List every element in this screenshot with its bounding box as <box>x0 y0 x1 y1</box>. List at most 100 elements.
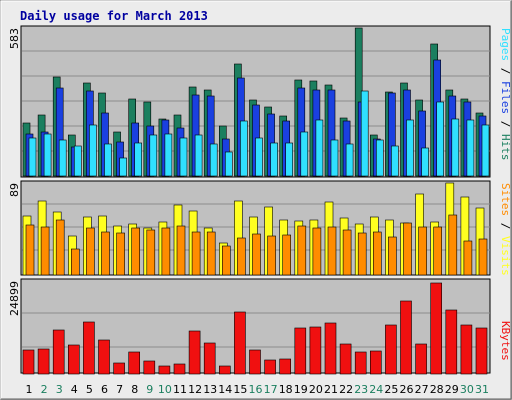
bar-pages-day-22 <box>345 143 354 177</box>
legend-part: Pages <box>499 28 512 61</box>
bar-kbytes-day-20 <box>309 326 322 375</box>
day-label-20: 20 <box>309 383 323 396</box>
bar-sites-day-6 <box>101 231 110 276</box>
legend-part: / <box>499 61 512 81</box>
day-label-22: 22 <box>339 383 353 396</box>
bar-kbytes-day-27 <box>415 343 427 375</box>
bar-sites-day-13 <box>206 231 216 276</box>
bar-kbytes-day-7 <box>113 362 125 375</box>
bar-sites-day-17 <box>267 235 276 276</box>
day-label-5: 5 <box>86 383 93 396</box>
bar-pages-day-8 <box>134 142 142 177</box>
bar-pages-day-31 <box>481 124 490 177</box>
bar-kbytes-day-6 <box>98 339 110 375</box>
bar-pages-day-13 <box>209 143 218 177</box>
day-label-12: 12 <box>188 383 202 396</box>
bar-sites-day-20 <box>312 227 322 276</box>
bar-kbytes-day-3 <box>52 329 65 375</box>
legend-part: Files <box>499 81 512 114</box>
bar-kbytes-day-16 <box>249 349 261 375</box>
day-label-7: 7 <box>116 383 123 396</box>
bar-kbytes-day-14 <box>219 365 231 375</box>
bar-pages-day-21 <box>330 139 339 177</box>
bar-pages-day-17 <box>270 142 278 177</box>
day-label-9: 9 <box>146 383 153 396</box>
bar-kbytes-day-17 <box>264 359 276 375</box>
bar-kbytes-day-8 <box>128 351 140 375</box>
day-label-10: 10 <box>158 383 172 396</box>
day-label-29: 29 <box>445 383 459 396</box>
day-labels: 1 2 3 4 5 6 7 8 9 10 11 12 13 14 15 16 17 18 19 20 21 22 23 24 2… <box>26 383 490 396</box>
bar-pages-day-14 <box>225 151 233 177</box>
day-label-28: 28 <box>430 383 444 396</box>
bar-sites-day-16 <box>252 233 261 276</box>
bar-pages-day-10 <box>164 133 173 177</box>
day-label-2: 2 <box>41 383 48 396</box>
day-label-8: 8 <box>131 383 138 396</box>
panel-hits-files-pages: 583 Pages / Files / Hits <box>8 25 512 178</box>
bar-kbytes-day-10 <box>158 365 171 375</box>
legend-part: Visits <box>499 236 512 276</box>
panel-hits-files-pages-max-label: 583 <box>8 28 21 49</box>
day-label-24: 24 <box>369 383 383 396</box>
bar-pages-day-30 <box>466 119 475 177</box>
panel-visits-sites-bars <box>22 182 488 276</box>
day-label-3: 3 <box>56 383 63 396</box>
bar-sites-day-22 <box>342 229 352 276</box>
bar-sites-day-26 <box>403 222 412 276</box>
bar-pages-day-26 <box>406 119 414 177</box>
day-label-1: 1 <box>26 383 33 396</box>
bar-pages-day-23 <box>360 90 369 177</box>
bar-sites-day-27 <box>418 226 427 276</box>
bar-sites-day-12 <box>191 231 201 276</box>
chart-title: Daily usage for March 2013 <box>20 9 208 23</box>
bar-kbytes-day-23 <box>354 351 367 375</box>
panel-visits-sites-legend: Sites / Visits <box>499 183 512 276</box>
bar-kbytes-day-18 <box>279 358 292 375</box>
bar-pages-day-7 <box>119 157 127 177</box>
bar-pages-day-2 <box>43 133 52 177</box>
bar-pages-day-16 <box>255 137 263 177</box>
bar-kbytes-day-21 <box>324 322 337 375</box>
bar-pages-day-12 <box>194 134 203 177</box>
panel-hits-files-pages-bars <box>22 27 490 177</box>
bar-kbytes-day-12 <box>188 330 201 375</box>
day-label-11: 11 <box>173 383 187 396</box>
bar-sites-day-21 <box>327 226 337 276</box>
bar-kbytes-day-31 <box>475 327 488 375</box>
bar-pages-day-29 <box>451 118 460 177</box>
bar-pages-day-9 <box>149 134 158 177</box>
bar-sites-day-18 <box>282 234 292 276</box>
bar-sites-day-31 <box>478 238 488 276</box>
bar-pages-day-3 <box>58 139 67 177</box>
bar-sites-day-25 <box>388 236 397 276</box>
bar-pages-day-24 <box>375 139 384 177</box>
bar-kbytes-day-13 <box>203 342 216 375</box>
bar-pages-day-1 <box>28 137 37 177</box>
legend-part: Sites <box>499 183 512 216</box>
day-label-26: 26 <box>400 383 414 396</box>
bar-sites-day-4 <box>71 248 80 276</box>
bar-pages-day-19 <box>300 131 309 177</box>
panel-kbytes: 24899 KBytes <box>8 278 512 375</box>
bar-kbytes-day-19 <box>294 327 307 375</box>
panel-kbytes-max-label: 24899 <box>8 281 21 316</box>
bar-sites-day-11 <box>176 225 186 276</box>
bar-kbytes-day-25 <box>385 324 397 375</box>
bar-sites-day-30 <box>463 240 473 276</box>
day-label-6: 6 <box>101 383 108 396</box>
legend-part: Hits <box>499 134 512 161</box>
bar-kbytes-day-1 <box>22 349 35 375</box>
day-label-30: 30 <box>460 383 474 396</box>
bar-sites-day-3 <box>55 219 65 276</box>
bar-pages-day-4 <box>74 145 82 177</box>
day-label-19: 19 <box>294 383 308 396</box>
bar-pages-day-25 <box>391 145 399 177</box>
bar-sites-day-1 <box>25 224 35 276</box>
day-label-4: 4 <box>71 383 78 396</box>
legend-part: / <box>499 114 512 134</box>
bar-kbytes-day-5 <box>83 321 95 375</box>
bar-pages-day-20 <box>315 119 324 177</box>
